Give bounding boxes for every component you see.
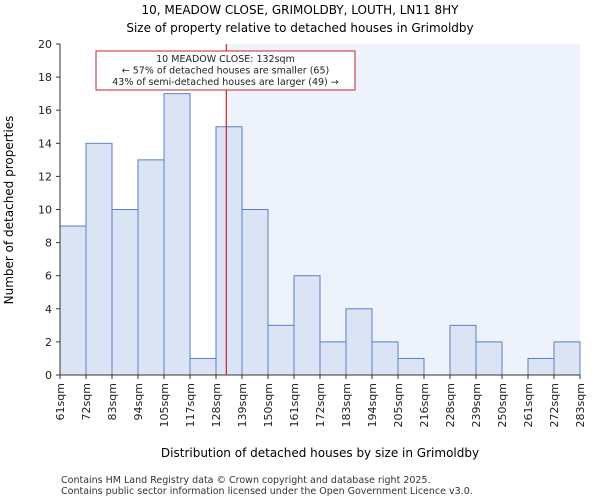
- bar: [111, 209, 139, 376]
- x-tick-label: 228sqm: [444, 383, 457, 427]
- footer-line-2: Contains public sector information licen…: [61, 486, 473, 497]
- x-tick-label: 61sqm: [54, 383, 67, 420]
- x-tick-label: 239sqm: [470, 383, 483, 427]
- chart-subtitle: Size of property relative to detached ho…: [126, 21, 473, 35]
- bar: [85, 142, 113, 376]
- y-tick-label: 14: [38, 137, 52, 150]
- annotation-box: [95, 50, 356, 91]
- x-tick-label: 250sqm: [496, 383, 509, 427]
- y-tick-label: 2: [45, 336, 52, 349]
- bar: [553, 341, 581, 376]
- y-tick-label: 4: [45, 303, 52, 316]
- y-tick-label: 0: [45, 369, 52, 382]
- x-tick-label: 150sqm: [262, 383, 275, 427]
- x-tick-label: 194sqm: [366, 383, 379, 427]
- bar: [475, 341, 503, 376]
- bar: [319, 341, 347, 376]
- x-axis-label: Distribution of detached houses by size …: [161, 446, 479, 460]
- bar: [137, 159, 165, 376]
- x-tick-label: 72sqm: [80, 383, 93, 420]
- bar: [215, 126, 243, 376]
- footer-line-1: Contains HM Land Registry data © Crown c…: [61, 475, 431, 486]
- x-tick-label: 161sqm: [288, 383, 301, 427]
- chart-title: 10, MEADOW CLOSE, GRIMOLDBY, LOUTH, LN11…: [142, 3, 460, 17]
- bar: [163, 93, 191, 376]
- y-tick-label: 10: [38, 204, 52, 217]
- bar: [267, 324, 295, 376]
- x-tick-label: 94sqm: [132, 383, 145, 420]
- bar: [449, 324, 477, 376]
- annotation-line: ← 57% of detached houses are smaller (65…: [122, 66, 329, 77]
- x-tick-label: 83sqm: [106, 383, 119, 420]
- bar: [397, 357, 425, 376]
- x-tick-label: 272sqm: [548, 383, 561, 427]
- x-tick-label: 183sqm: [340, 383, 353, 427]
- y-tick-label: 20: [38, 38, 52, 51]
- bar: [59, 225, 87, 376]
- x-tick-label: 216sqm: [418, 383, 431, 427]
- y-tick-label: 18: [38, 71, 52, 84]
- bar: [371, 341, 399, 376]
- x-tick-label: 172sqm: [314, 383, 327, 427]
- x-tick-label: 128sqm: [210, 383, 223, 427]
- x-tick-label: 105sqm: [158, 383, 171, 427]
- y-tick-label: 6: [45, 270, 52, 283]
- x-tick-label: 261sqm: [522, 383, 535, 427]
- y-tick-label: 16: [38, 104, 52, 117]
- annotation-line: 43% of semi-detached houses are larger (…: [112, 77, 339, 88]
- x-tick-label: 205sqm: [392, 383, 405, 427]
- bar: [293, 275, 321, 376]
- x-tick-label: 283sqm: [574, 383, 587, 427]
- x-tick-label: 139sqm: [236, 383, 249, 427]
- bar: [189, 357, 217, 376]
- bar: [527, 357, 555, 376]
- y-axis-label: Number of detached properties: [2, 116, 16, 305]
- annotation-line: 10 MEADOW CLOSE: 132sqm: [156, 54, 295, 65]
- y-tick-label: 12: [38, 170, 52, 183]
- x-tick-label: 117sqm: [184, 383, 197, 427]
- bar: [345, 308, 373, 376]
- bar: [241, 209, 269, 376]
- plot-area: 0 2 4 6 8 10 12 14 16 18 20 61sqm 72sqm 83sqm 94sqm 105…: [38, 38, 587, 427]
- y-tick-label: 8: [45, 237, 52, 250]
- highlight-region: [226, 44, 580, 375]
